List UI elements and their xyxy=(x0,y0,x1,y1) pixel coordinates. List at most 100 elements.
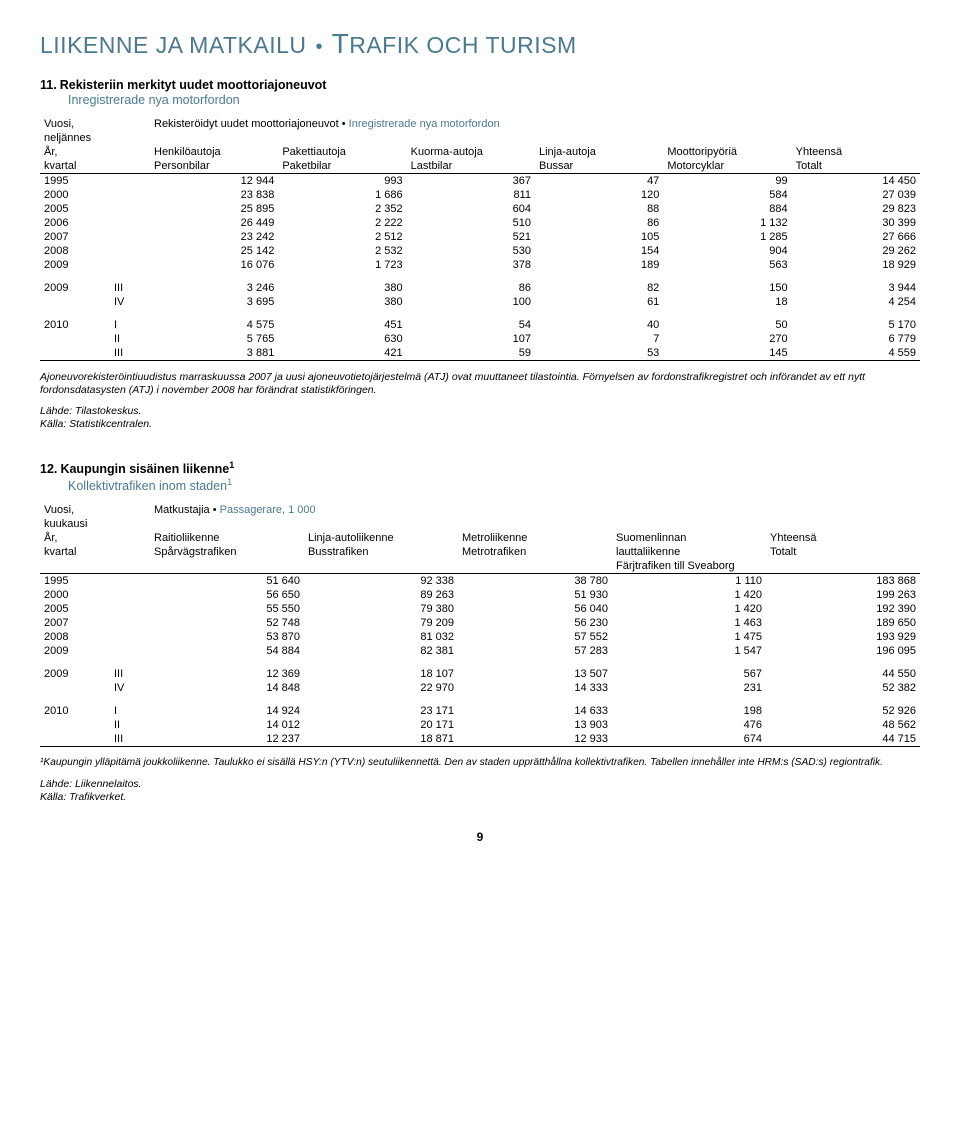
table11-heading: 11. Rekisteriin merkityt uudet moottoria… xyxy=(40,78,920,107)
cell: 189 650 xyxy=(766,616,920,630)
cell: 630 xyxy=(278,332,406,346)
cell: 56 230 xyxy=(458,616,612,630)
row-sub xyxy=(110,188,150,202)
row-year xyxy=(40,732,110,747)
table11: Vuosi, Rekisteröidyt uudet moottoriajone… xyxy=(40,117,920,361)
cell: 18 929 xyxy=(792,258,920,272)
t11-c2-swe: Lastbilar xyxy=(407,159,535,174)
cell: 23 171 xyxy=(304,695,458,718)
row-sub: I xyxy=(110,695,150,718)
table-row: 200825 1422 53253015490429 262 xyxy=(40,244,920,258)
cell: 1 547 xyxy=(612,644,766,658)
t12-c2-swe: Metrotrafiken xyxy=(458,545,612,559)
cell: 884 xyxy=(663,202,791,216)
cell: 99 xyxy=(663,174,791,189)
cell: 198 xyxy=(612,695,766,718)
cell: 92 338 xyxy=(304,573,458,588)
cell: 14 012 xyxy=(150,718,304,732)
cell: 3 881 xyxy=(150,346,278,361)
cell: 54 884 xyxy=(150,644,304,658)
cell: 530 xyxy=(407,244,535,258)
t12-c0-swe: Spårvägstrafiken xyxy=(150,545,304,559)
row-year: 2000 xyxy=(40,588,110,602)
table-row: 2010I4 5754515440505 170 xyxy=(40,309,920,332)
cell: 811 xyxy=(407,188,535,202)
cell: 12 944 xyxy=(150,174,278,189)
cell: 23 838 xyxy=(150,188,278,202)
cell: 380 xyxy=(278,272,406,295)
cell: 14 924 xyxy=(150,695,304,718)
table-row: 200954 88482 38157 2831 547196 095 xyxy=(40,644,920,658)
table12-title-fin: Kaupungin sisäinen liikenne1 xyxy=(60,462,234,476)
cell: 1 686 xyxy=(278,188,406,202)
cell: 199 263 xyxy=(766,588,920,602)
table-row: 200723 2422 5125211051 28527 666 xyxy=(40,230,920,244)
cell: 2 222 xyxy=(278,216,406,230)
cell: 86 xyxy=(407,272,535,295)
row-sub xyxy=(110,588,150,602)
t11-c5-swe: Totalt xyxy=(792,159,920,174)
page-title: LIIKENNE JA MATKAILU • TRAFIK OCH TURISM xyxy=(40,28,920,60)
cell: 12 933 xyxy=(458,732,612,747)
table-row: III3 88142159531454 559 xyxy=(40,346,920,361)
table12: Vuosi, Matkustajia • Passagerare, 1 000 … xyxy=(40,503,920,747)
cell: 231 xyxy=(612,681,766,695)
t12-c1-swe: Busstrafiken xyxy=(304,545,458,559)
table-row: IV14 84822 97014 33323152 382 xyxy=(40,681,920,695)
cell: 476 xyxy=(612,718,766,732)
cell: 6 779 xyxy=(792,332,920,346)
row-year: 1995 xyxy=(40,573,110,588)
cell: 3 695 xyxy=(150,295,278,309)
table11-num: 11. xyxy=(40,78,57,92)
page-title-swe: TRAFIK OCH TURISM xyxy=(332,32,577,58)
t12-superhead: Matkustajia • Passagerare, 1 000 xyxy=(150,503,920,517)
table-row: 200916 0761 72337818956318 929 xyxy=(40,258,920,272)
cell: 13 903 xyxy=(458,718,612,732)
cell: 1 110 xyxy=(612,573,766,588)
row-sub xyxy=(110,616,150,630)
cell: 270 xyxy=(663,332,791,346)
row-year xyxy=(40,346,110,361)
t11-rowlab-swe-2: kvartal xyxy=(40,159,110,174)
cell: 29 823 xyxy=(792,202,920,216)
row-sub xyxy=(110,630,150,644)
table-row: II5 76563010772706 779 xyxy=(40,332,920,346)
cell: 59 xyxy=(407,346,535,361)
cell: 4 559 xyxy=(792,346,920,361)
row-year: 2010 xyxy=(40,309,110,332)
cell: 2 532 xyxy=(278,244,406,258)
row-sub xyxy=(110,202,150,216)
cell: 88 xyxy=(535,202,663,216)
cell: 79 380 xyxy=(304,602,458,616)
table12-num: 12. xyxy=(40,462,57,476)
table-row: II14 01220 17113 90347648 562 xyxy=(40,718,920,732)
table11-source-swe: Källa: Statistikcentralen. xyxy=(40,418,920,431)
cell: 14 333 xyxy=(458,681,612,695)
table-row: 200626 4492 222510861 13230 399 xyxy=(40,216,920,230)
t11-c3-swe: Bussar xyxy=(535,159,663,174)
cell: 7 xyxy=(535,332,663,346)
row-year: 2006 xyxy=(40,216,110,230)
row-sub: II xyxy=(110,332,150,346)
table-row: 199551 64092 33838 7801 110183 868 xyxy=(40,573,920,588)
t11-rowlab-fin-1: Vuosi, xyxy=(40,117,110,131)
cell: 145 xyxy=(663,346,791,361)
cell: 12 369 xyxy=(150,658,304,681)
row-year xyxy=(40,681,110,695)
t11-c0-fin: Henkilöautoja xyxy=(150,145,278,159)
row-sub xyxy=(110,258,150,272)
cell: 12 237 xyxy=(150,732,304,747)
table12-title-swe: Kollektivtrafiken inom staden1 xyxy=(68,477,920,493)
cell: 81 032 xyxy=(304,630,458,644)
cell: 14 450 xyxy=(792,174,920,189)
cell: 18 871 xyxy=(304,732,458,747)
cell: 50 xyxy=(663,309,791,332)
cell: 100 xyxy=(407,295,535,309)
row-sub xyxy=(110,602,150,616)
cell: 82 xyxy=(535,272,663,295)
cell: 13 507 xyxy=(458,658,612,681)
t12-c2-fin: Metroliikenne xyxy=(458,531,612,545)
row-year: 2007 xyxy=(40,616,110,630)
row-sub xyxy=(110,244,150,258)
t11-c1-fin: Pakettiautoja xyxy=(278,145,406,159)
